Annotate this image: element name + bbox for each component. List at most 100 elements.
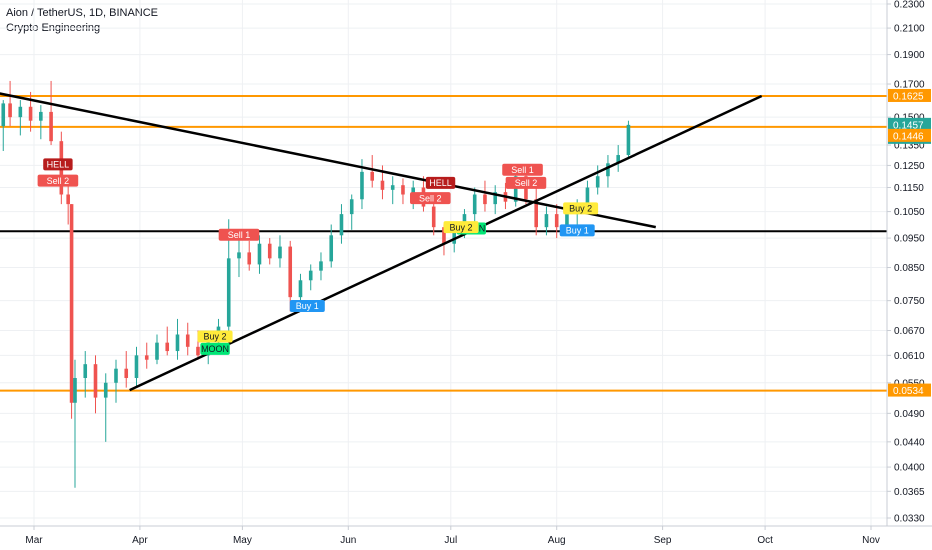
candle-body <box>431 206 436 228</box>
signal-label-box <box>289 300 325 313</box>
candle-body <box>319 261 323 271</box>
candle-body <box>226 258 231 327</box>
candle-body <box>8 103 12 118</box>
candle-body <box>49 111 53 142</box>
candle-body <box>196 346 200 356</box>
price-tick-label: 0.1350 <box>894 141 925 152</box>
price-tag-label: 0.1457 <box>893 120 924 131</box>
time-axis[interactable]: Mar Apr May Jun Jul Aug Sep Oct Nov <box>0 525 932 546</box>
grid-lines <box>0 0 887 526</box>
candle-body <box>93 364 98 398</box>
signal-label-text: Sell 1 <box>228 230 251 240</box>
candle-body <box>390 185 395 190</box>
candle-body <box>39 111 43 121</box>
candles <box>1 80 631 488</box>
candle-body <box>370 171 375 181</box>
signal-label-text: Buy 2 <box>569 204 592 214</box>
signal-label-text: HELL <box>47 160 70 170</box>
horizontal-levels <box>0 94 887 392</box>
price-tag <box>888 383 931 397</box>
signal-label-text: Buy 2 <box>450 222 473 232</box>
candle-body <box>144 355 149 360</box>
signal-label-text: HELL <box>429 178 452 188</box>
price-tick-label: 0.1250 <box>894 161 925 172</box>
signal-label-box <box>200 342 230 355</box>
price-tick-label: 0.0750 <box>894 296 925 307</box>
candle-body <box>534 199 538 228</box>
signal-label-box <box>505 176 547 189</box>
candle-body <box>185 334 190 347</box>
signal-label-box <box>559 224 595 237</box>
candle-body <box>472 194 477 215</box>
price-tick-label: 0.0950 <box>894 234 925 245</box>
signal-label-text: Buy 1 <box>566 226 589 236</box>
price-tick-label: 0.0850 <box>894 263 925 274</box>
candle-body <box>585 187 590 205</box>
candle-body <box>513 176 518 202</box>
candle-body <box>83 364 88 378</box>
trendline <box>0 92 657 229</box>
candle-body <box>565 214 569 228</box>
time-tick-label: Sep <box>654 535 672 546</box>
candle-body <box>257 243 262 265</box>
candle-body <box>329 235 334 262</box>
price-tick-label: 0.1050 <box>894 207 925 218</box>
price-tick-label: 0.2300 <box>894 0 925 11</box>
candle-body <box>411 187 416 195</box>
candle-body <box>626 124 631 156</box>
price-tag <box>888 128 931 142</box>
signal-label-text: Sell 2 <box>419 193 442 203</box>
price-tag-label: 0.1625 <box>893 91 924 102</box>
price-tag-label: 0.1446 <box>893 131 924 142</box>
candle-body <box>380 180 385 190</box>
time-tick-label: May <box>233 535 252 546</box>
time-tick-label: Mar <box>25 535 43 546</box>
price-axis[interactable]: 0.23000.21000.19000.17000.15000.13500.12… <box>886 0 925 526</box>
candle-body <box>452 229 457 244</box>
signal-label-box <box>43 158 73 171</box>
candle-body <box>339 214 344 236</box>
candle-body <box>278 246 282 259</box>
price-tick-label: 0.0670 <box>894 326 925 337</box>
candle-body <box>28 106 33 121</box>
price-tick-label: 0.0440 <box>894 437 925 448</box>
candle-body <box>595 176 600 188</box>
candle-body <box>18 106 23 118</box>
symbol-title: Aion / TetherUS, 1D, BINANCE <box>6 7 159 19</box>
time-tick-label: Oct <box>757 535 773 546</box>
price-tick-label: 0.1700 <box>894 80 925 91</box>
signal-label-box <box>37 174 79 187</box>
candle-body <box>349 199 354 215</box>
signal-label-text: Sell 1 <box>511 165 534 175</box>
candle-body <box>616 155 620 164</box>
candle-body <box>606 163 610 177</box>
price-tag <box>888 117 931 131</box>
price-tick-label: 0.2100 <box>894 24 925 35</box>
candle-body <box>69 204 74 403</box>
time-tick-label: Jul <box>444 535 457 546</box>
candle-body <box>66 194 70 205</box>
candle-body <box>155 342 159 360</box>
price-tick-label: 0.0400 <box>894 463 925 474</box>
candle-body <box>124 368 129 378</box>
candle-body <box>442 227 446 244</box>
candle-body <box>267 243 272 259</box>
candle-body <box>103 382 108 398</box>
candle-body <box>298 280 303 298</box>
price-tick-label: 0.0365 <box>894 487 925 498</box>
candle-body <box>247 252 252 265</box>
price-tag-label: 0.0534 <box>893 386 924 397</box>
time-tick-label: Apr <box>132 535 148 546</box>
candle-body <box>175 334 180 352</box>
price-tick-label: 0.0610 <box>894 351 925 362</box>
candle-body <box>237 252 241 259</box>
candle-body <box>483 194 487 205</box>
candle-body <box>1 103 6 127</box>
price-tick-label: 0.0490 <box>894 409 925 420</box>
price-tag <box>888 88 931 102</box>
signal-label-box <box>218 228 260 241</box>
signal-label-text: MOON <box>201 344 229 354</box>
signal-label-text: Buy 2 <box>204 332 227 342</box>
